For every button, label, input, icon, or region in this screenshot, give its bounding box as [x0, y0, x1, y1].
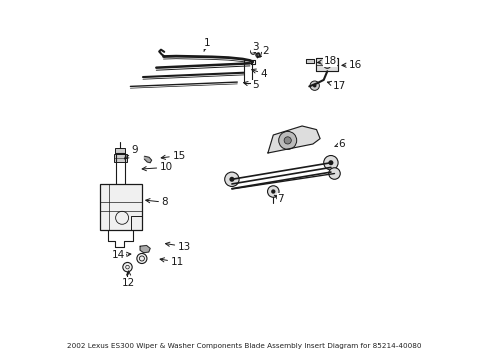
- Circle shape: [255, 53, 260, 57]
- Bar: [101, 184, 142, 230]
- Bar: [115, 148, 125, 154]
- Text: 8: 8: [145, 197, 168, 207]
- Circle shape: [309, 81, 319, 90]
- Text: 2002 Lexus ES300 Wiper & Washer Components Blade Assembly Insert Diagram for 852: 2002 Lexus ES300 Wiper & Washer Componen…: [67, 343, 421, 348]
- Circle shape: [328, 160, 333, 165]
- Circle shape: [312, 84, 316, 87]
- Text: 18: 18: [317, 56, 336, 66]
- Text: 14: 14: [111, 250, 131, 260]
- Polygon shape: [140, 246, 150, 253]
- Circle shape: [137, 253, 146, 264]
- Polygon shape: [316, 58, 337, 71]
- Text: 4: 4: [251, 69, 267, 79]
- Text: 12: 12: [122, 271, 135, 288]
- Circle shape: [323, 156, 337, 170]
- Circle shape: [278, 131, 296, 149]
- Text: 3: 3: [251, 42, 258, 52]
- Circle shape: [229, 177, 234, 182]
- Circle shape: [250, 49, 255, 54]
- Text: 1: 1: [203, 38, 209, 51]
- Text: 6: 6: [334, 139, 344, 149]
- Text: 17: 17: [327, 81, 345, 91]
- Text: 5: 5: [243, 80, 258, 90]
- Circle shape: [270, 189, 275, 194]
- Polygon shape: [267, 126, 320, 153]
- Polygon shape: [306, 59, 313, 63]
- Text: 16: 16: [341, 60, 362, 70]
- Circle shape: [224, 172, 239, 186]
- Text: 11: 11: [160, 257, 183, 267]
- Text: 13: 13: [165, 242, 191, 252]
- Text: 2: 2: [259, 46, 268, 58]
- Polygon shape: [144, 156, 151, 163]
- Text: 15: 15: [161, 150, 185, 161]
- Circle shape: [122, 262, 132, 272]
- Bar: [114, 154, 126, 162]
- Text: 10: 10: [142, 162, 173, 172]
- Text: 7: 7: [274, 194, 283, 204]
- Circle shape: [328, 168, 340, 179]
- Circle shape: [323, 61, 330, 68]
- Polygon shape: [120, 253, 126, 257]
- Circle shape: [284, 137, 291, 144]
- Text: 9: 9: [124, 145, 138, 159]
- Circle shape: [267, 186, 279, 197]
